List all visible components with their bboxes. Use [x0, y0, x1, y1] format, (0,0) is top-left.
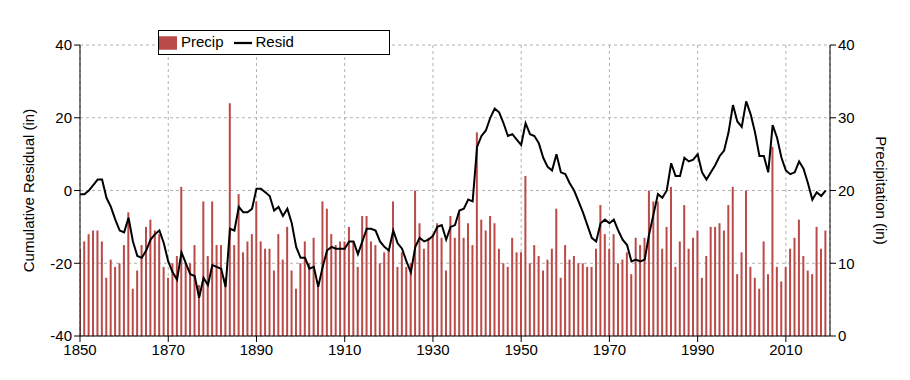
- svg-text:1890: 1890: [240, 341, 273, 358]
- svg-text:1990: 1990: [681, 341, 714, 358]
- svg-text:1850: 1850: [63, 340, 97, 358]
- svg-text:1950: 1950: [504, 341, 537, 358]
- svg-text:0: 0: [838, 327, 846, 344]
- svg-text:10: 10: [838, 255, 855, 272]
- svg-text:Precipitation (in): Precipitation (in): [873, 136, 890, 244]
- svg-text:-20: -20: [50, 255, 72, 272]
- svg-text:30: 30: [838, 109, 855, 126]
- svg-text:-40: -40: [50, 327, 72, 344]
- svg-text:40: 40: [838, 36, 855, 53]
- svg-text:1930: 1930: [416, 341, 449, 358]
- svg-text:40: 40: [55, 36, 72, 53]
- svg-text:1910: 1910: [328, 341, 361, 358]
- svg-text:1870: 1870: [152, 341, 185, 358]
- html-text:Precip: Precip: [181, 33, 224, 50]
- svg-text:20: 20: [55, 109, 72, 126]
- svg-text:20: 20: [838, 182, 855, 199]
- svg-text:1970: 1970: [593, 341, 626, 358]
- svg-text:0: 0: [64, 182, 72, 199]
- svg-text:Cumulative Residual (in): Cumulative Residual (in): [20, 109, 37, 272]
- html-text:Resid: Resid: [255, 33, 294, 50]
- svg-text:2010: 2010: [769, 341, 802, 358]
